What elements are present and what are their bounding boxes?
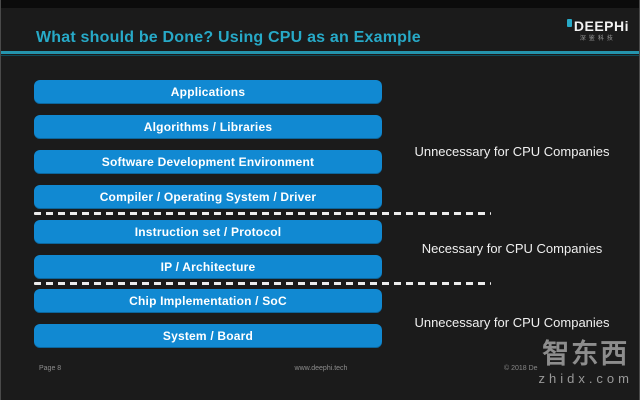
- top-strip: [1, 0, 639, 8]
- title-divider-shadow: [1, 55, 639, 56]
- copyright-text: © 2018 De: [504, 365, 538, 372]
- annotation-unnecessary-top: Unnecessary for CPU Companies: [414, 144, 610, 159]
- slide-title: What should be Done? Using CPU as an Exa…: [36, 29, 421, 46]
- zhidx-url: zhidx.com: [538, 371, 633, 387]
- stack-bar-compiler-os-driver: Compiler / Operating System / Driver: [34, 185, 382, 209]
- stack-bar-algorithms: Algorithms / Libraries: [34, 115, 382, 139]
- dashed-divider-upper: [34, 212, 491, 215]
- stack-bar-chip-implementation: Chip Implementation / SoC: [34, 289, 382, 313]
- deephi-logo: DEEPHi 深鉴科技: [566, 18, 629, 42]
- zhidx-watermark: 智东西 zhidx.com: [538, 338, 633, 386]
- stack-bar-applications: Applications: [34, 80, 382, 104]
- logo-text: DEEPHi: [573, 18, 629, 34]
- stack-bar-ip-architecture: IP / Architecture: [34, 255, 382, 279]
- footer-url: www.deephi.tech: [294, 365, 348, 372]
- annotation-unnecessary-bottom: Unnecessary for CPU Companies: [414, 315, 610, 330]
- stack-bar-sdk: Software Development Environment: [34, 150, 382, 174]
- logo-quote-icon: [566, 19, 572, 27]
- title-divider: [1, 51, 639, 54]
- annotation-necessary-middle: Necessary for CPU Companies: [421, 241, 603, 256]
- zhidx-logo: 智东西: [542, 339, 630, 369]
- stack-bar-instruction-set: Instruction set / Protocol: [34, 220, 382, 244]
- page-number: Page 8: [39, 365, 62, 372]
- stack-bar-system-board: System / Board: [34, 324, 382, 348]
- logo-subtext: 深鉴科技: [579, 36, 616, 42]
- dashed-divider-lower: [34, 282, 491, 285]
